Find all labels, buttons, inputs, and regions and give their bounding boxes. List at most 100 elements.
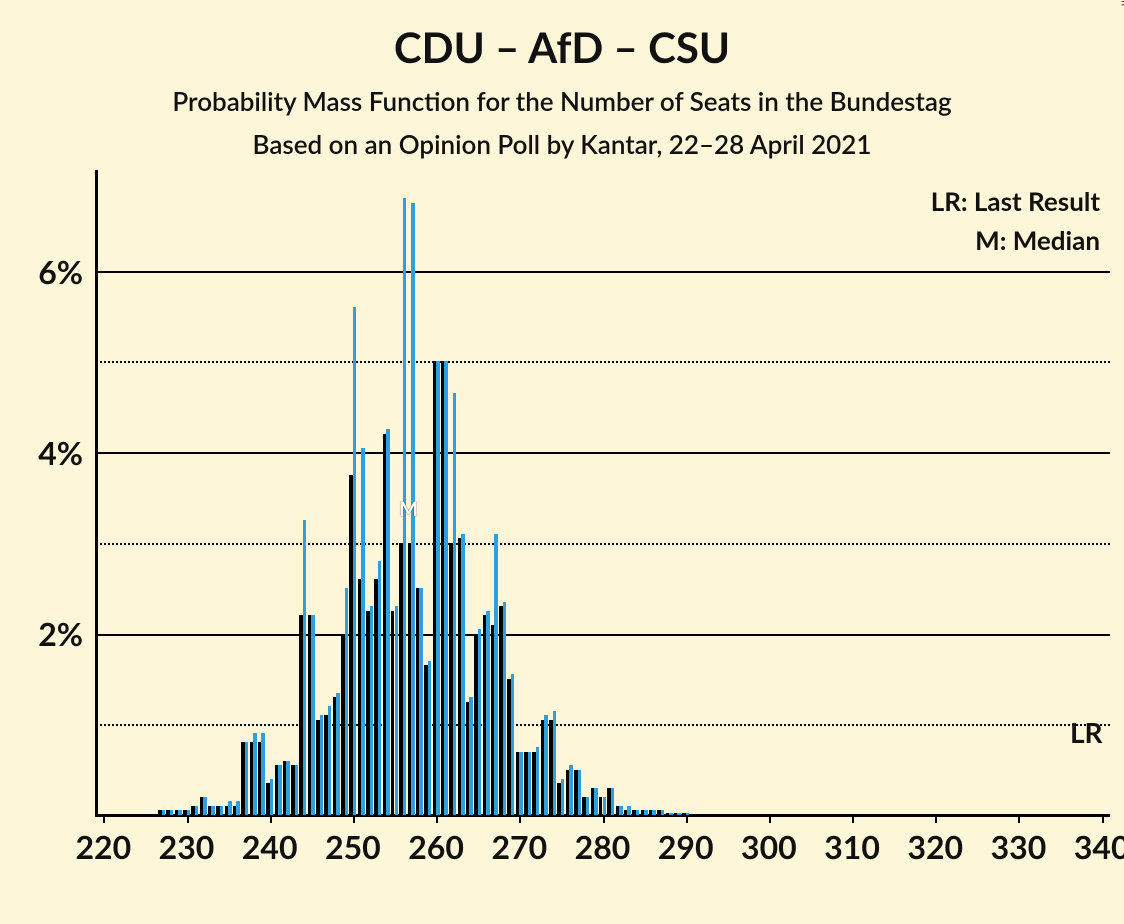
y-tick-label: 6% xyxy=(0,252,83,291)
chart-subtitle-1: Probability Mass Function for the Number… xyxy=(0,85,1124,117)
bar-secondary xyxy=(644,810,647,815)
chart-subtitle-2: Based on an Opinion Poll by Kantar, 22–2… xyxy=(0,128,1124,160)
x-tick xyxy=(519,815,521,823)
bar-secondary xyxy=(428,661,431,815)
gridline-minor xyxy=(95,543,1110,545)
bar-secondary xyxy=(261,733,264,815)
bar-secondary xyxy=(611,788,614,815)
bar-secondary xyxy=(528,752,531,816)
bar-secondary xyxy=(511,674,514,815)
bar-secondary xyxy=(686,813,689,815)
bar-secondary xyxy=(419,588,422,815)
bar-secondary xyxy=(494,534,497,815)
bar-secondary xyxy=(195,806,198,815)
x-tick xyxy=(1018,815,1020,823)
plot-area xyxy=(95,180,1110,815)
gridline-major xyxy=(95,271,1110,273)
x-tick-label: 310 xyxy=(812,827,892,866)
bar-secondary xyxy=(245,742,248,815)
bar-secondary xyxy=(278,765,281,815)
y-tick-label: 4% xyxy=(0,433,83,472)
bar-secondary xyxy=(370,606,373,815)
bar-secondary xyxy=(361,448,364,815)
bar-secondary xyxy=(345,588,348,815)
bar-secondary xyxy=(603,797,606,815)
bar-secondary xyxy=(553,711,556,815)
x-tick-label: 270 xyxy=(479,827,559,866)
y-axis-line xyxy=(95,170,98,815)
bar-secondary xyxy=(411,203,414,815)
bar-secondary xyxy=(444,361,447,815)
bar-secondary xyxy=(619,806,622,815)
bar-secondary xyxy=(586,797,589,815)
x-tick xyxy=(1102,815,1104,823)
bar-secondary xyxy=(187,810,190,815)
gridline-major xyxy=(95,634,1110,636)
x-tick xyxy=(436,815,438,823)
bar-secondary xyxy=(270,779,273,815)
bar-secondary xyxy=(311,615,314,815)
x-tick-label: 220 xyxy=(63,827,143,866)
bar-secondary xyxy=(652,810,655,815)
bar-secondary xyxy=(594,788,597,815)
x-tick xyxy=(603,815,605,823)
bar-secondary xyxy=(578,770,581,815)
bar-secondary xyxy=(253,733,256,815)
chart-title: CDU – AfD – CSU xyxy=(0,22,1124,72)
gridline-major xyxy=(95,452,1110,454)
bar-secondary xyxy=(636,810,639,815)
bar-secondary xyxy=(353,307,356,815)
bar-secondary xyxy=(320,715,323,815)
x-tick-label: 260 xyxy=(396,827,476,866)
bar-secondary xyxy=(286,761,289,815)
bar-secondary xyxy=(211,806,214,815)
x-tick-label: 230 xyxy=(147,827,227,866)
bar-secondary xyxy=(170,810,173,815)
x-tick xyxy=(935,815,937,823)
x-tick-label: 280 xyxy=(563,827,643,866)
x-tick-label: 240 xyxy=(230,827,310,866)
bar-secondary xyxy=(203,797,206,815)
bar-secondary xyxy=(461,534,464,815)
chart-container: © 2021 Filip van Laenen CDU – AfD – CSU … xyxy=(0,0,1124,924)
x-tick-label: 330 xyxy=(978,827,1058,866)
x-tick xyxy=(686,815,688,823)
bar-secondary xyxy=(162,810,165,815)
x-tick-label: 250 xyxy=(313,827,393,866)
x-tick-label: 340 xyxy=(1062,827,1124,866)
bar-secondary xyxy=(627,806,630,815)
bar-secondary xyxy=(469,697,472,815)
last-result-marker-label: LR xyxy=(1070,715,1103,749)
bar-secondary xyxy=(503,602,506,815)
x-tick xyxy=(103,815,105,823)
bar-secondary xyxy=(486,611,489,815)
bar-secondary xyxy=(395,606,398,815)
bar-secondary xyxy=(478,629,481,815)
bar-secondary xyxy=(453,393,456,815)
bar-secondary xyxy=(677,813,680,815)
bar-secondary xyxy=(561,779,564,815)
bar-secondary xyxy=(236,801,239,815)
bar-secondary xyxy=(378,561,381,815)
x-tick xyxy=(187,815,189,823)
bar-secondary xyxy=(303,520,306,815)
bar-secondary xyxy=(178,810,181,815)
bar-secondary xyxy=(544,715,547,815)
x-tick xyxy=(769,815,771,823)
x-tick-label: 320 xyxy=(895,827,975,866)
bar-secondary xyxy=(436,361,439,815)
bar-secondary xyxy=(386,429,389,815)
copyright-text: © 2021 Filip van Laenen xyxy=(1118,0,1124,6)
bar-secondary xyxy=(295,765,298,815)
gridline-minor xyxy=(95,724,1110,726)
bar-secondary xyxy=(336,693,339,815)
gridline-minor xyxy=(95,361,1110,363)
y-tick-label: 2% xyxy=(0,614,83,653)
x-tick xyxy=(353,815,355,823)
bar-secondary xyxy=(661,810,664,815)
x-tick-label: 290 xyxy=(646,827,726,866)
bar-secondary xyxy=(519,752,522,816)
bar-secondary xyxy=(220,806,223,815)
bar-secondary xyxy=(228,801,231,815)
x-tick xyxy=(852,815,854,823)
